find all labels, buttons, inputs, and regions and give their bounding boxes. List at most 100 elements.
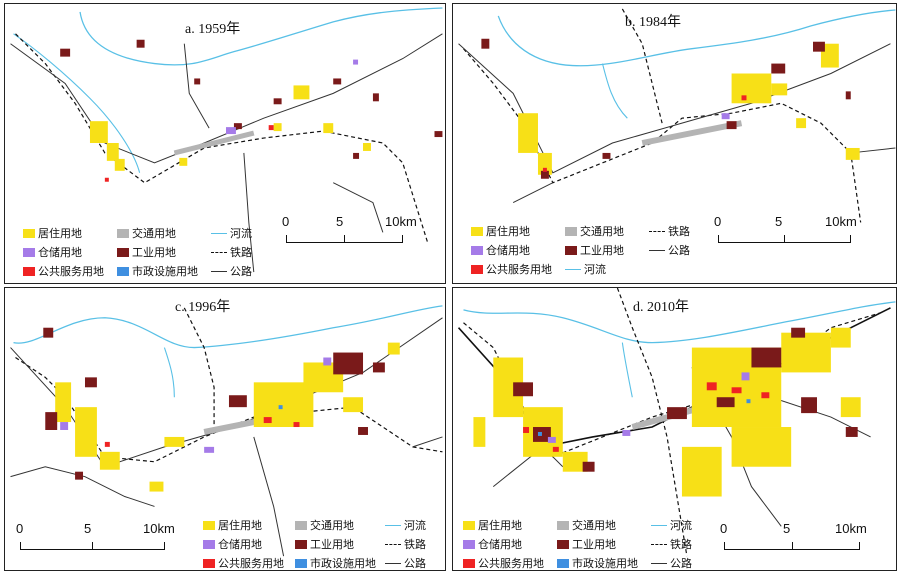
municipal-swatch bbox=[117, 266, 129, 276]
industrial-land bbox=[60, 39, 443, 159]
river-branch bbox=[601, 63, 628, 119]
scale-tick bbox=[20, 542, 21, 549]
scale-bar: 0 5 10km bbox=[281, 214, 431, 250]
municipal-land bbox=[537, 399, 751, 436]
transport-swatch bbox=[295, 520, 307, 530]
legend-label-municipal: 市政设施用地 bbox=[132, 265, 198, 278]
transport-land bbox=[173, 130, 255, 156]
legend-label-river: 河流 bbox=[404, 519, 426, 532]
legend: 居住用地 仓储用地 公共服务用地 交通用地 工业用地 市政设施用地 河流 铁路 … bbox=[23, 225, 283, 281]
public-service-swatch bbox=[23, 266, 35, 276]
river bbox=[497, 9, 896, 67]
legend-label-industrial: 工业用地 bbox=[310, 538, 354, 551]
river-line-sample bbox=[385, 524, 401, 526]
railway-line-sample bbox=[649, 230, 665, 232]
residential-swatch bbox=[23, 228, 35, 238]
panel-title: b. 1984年 bbox=[625, 15, 681, 30]
scale-label-5: 5 bbox=[783, 521, 791, 536]
legend-label-transport: 交通用地 bbox=[132, 227, 176, 240]
legend-label-railway: 铁路 bbox=[230, 246, 252, 259]
map-panel-1984: b. 1984年 居住用地 仓储用地 公共服务用地 交通用地 工业用地 河流 铁… bbox=[452, 3, 897, 284]
legend-label-railway: 铁路 bbox=[668, 225, 690, 238]
scale-label-0: 0 bbox=[282, 214, 290, 229]
warehouse-land bbox=[60, 357, 332, 453]
scale-tick bbox=[792, 542, 793, 549]
legend-label-industrial: 工业用地 bbox=[572, 538, 616, 551]
river bbox=[13, 305, 443, 349]
public-service-swatch bbox=[203, 558, 215, 568]
legend: 居住用地 仓储用地 公共服务用地 交通用地 工业用地 市政设施用地 河流 铁路 … bbox=[203, 517, 443, 570]
public-service-land bbox=[104, 125, 274, 182]
road-line-sample bbox=[649, 249, 665, 251]
industrial-land bbox=[43, 327, 385, 480]
river bbox=[463, 301, 896, 344]
legend-label-river: 河流 bbox=[230, 227, 252, 240]
legend-label-river: 河流 bbox=[670, 519, 692, 532]
railway bbox=[463, 312, 881, 458]
legend: 居住用地 仓储用地 公共服务用地 交通用地 工业用地 市政设施用地 河流 铁路 … bbox=[463, 517, 713, 570]
legend-label-public-service: 公共服务用地 bbox=[38, 265, 104, 278]
warehouse-swatch bbox=[471, 245, 483, 255]
municipal-swatch bbox=[295, 558, 307, 568]
railway bbox=[15, 33, 429, 243]
scale-tick bbox=[784, 235, 785, 242]
scale-label-0: 0 bbox=[720, 521, 728, 536]
industrial-land bbox=[481, 38, 851, 179]
road bbox=[183, 43, 210, 129]
scale-label-10km: 10km bbox=[825, 214, 857, 229]
legend-label-public-service: 公共服务用地 bbox=[478, 557, 544, 570]
transport-land bbox=[641, 120, 743, 146]
public-service-swatch bbox=[463, 558, 475, 568]
residential-land bbox=[55, 342, 400, 492]
legend-label-warehouse: 仓储用地 bbox=[486, 244, 530, 257]
road bbox=[512, 182, 554, 204]
legend-label-road: 公路 bbox=[404, 557, 426, 570]
river-line-sample bbox=[565, 268, 581, 270]
scale-label-5: 5 bbox=[775, 214, 783, 229]
river-branch bbox=[621, 342, 633, 398]
legend-label-transport: 交通用地 bbox=[310, 519, 354, 532]
scale-bar-line bbox=[718, 242, 851, 243]
legend-label-municipal: 市政设施用地 bbox=[572, 557, 638, 570]
legend-label-railway: 铁路 bbox=[404, 538, 426, 551]
road bbox=[10, 466, 155, 507]
scale-tick bbox=[164, 542, 165, 549]
scale-label-10km: 10km bbox=[835, 521, 867, 536]
legend-label-industrial: 工业用地 bbox=[132, 246, 176, 259]
panel-title: d. 2010年 bbox=[633, 300, 689, 315]
transport-swatch bbox=[565, 226, 577, 236]
residential-swatch bbox=[463, 520, 475, 530]
road-line-sample bbox=[385, 562, 401, 564]
scale-label-0: 0 bbox=[16, 521, 24, 536]
industrial-swatch bbox=[557, 539, 569, 549]
scale-label-5: 5 bbox=[336, 214, 344, 229]
scale-tick bbox=[402, 235, 403, 242]
road-line-sample bbox=[651, 562, 667, 564]
road bbox=[253, 436, 285, 557]
legend-label-warehouse: 仓储用地 bbox=[478, 538, 522, 551]
public-service-swatch bbox=[471, 264, 483, 274]
public-service-land bbox=[542, 95, 747, 172]
scale-tick bbox=[344, 235, 345, 242]
legend-label-residential: 居住用地 bbox=[486, 225, 530, 238]
legend-label-warehouse: 仓储用地 bbox=[38, 246, 82, 259]
scale-tick bbox=[724, 542, 725, 549]
industrial-swatch bbox=[117, 247, 129, 257]
industrial-swatch bbox=[565, 245, 577, 255]
transport-swatch bbox=[557, 520, 569, 530]
scale-bar-line bbox=[286, 242, 403, 243]
legend-label-road: 公路 bbox=[230, 265, 252, 278]
legend-label-industrial: 工业用地 bbox=[580, 244, 624, 257]
legend-label-warehouse: 仓储用地 bbox=[218, 538, 262, 551]
road bbox=[10, 317, 443, 468]
scale-tick bbox=[286, 235, 287, 242]
warehouse-swatch bbox=[23, 247, 35, 257]
scale-tick bbox=[92, 542, 93, 549]
railway-line-sample bbox=[651, 543, 667, 545]
scale-bar: 0 5 10km bbox=[15, 521, 185, 557]
railway-line-sample bbox=[211, 251, 227, 253]
legend-label-road: 公路 bbox=[668, 244, 690, 257]
warehouse-swatch bbox=[463, 539, 475, 549]
scale-bar-line bbox=[20, 549, 165, 550]
scale-label-10km: 10km bbox=[385, 214, 417, 229]
